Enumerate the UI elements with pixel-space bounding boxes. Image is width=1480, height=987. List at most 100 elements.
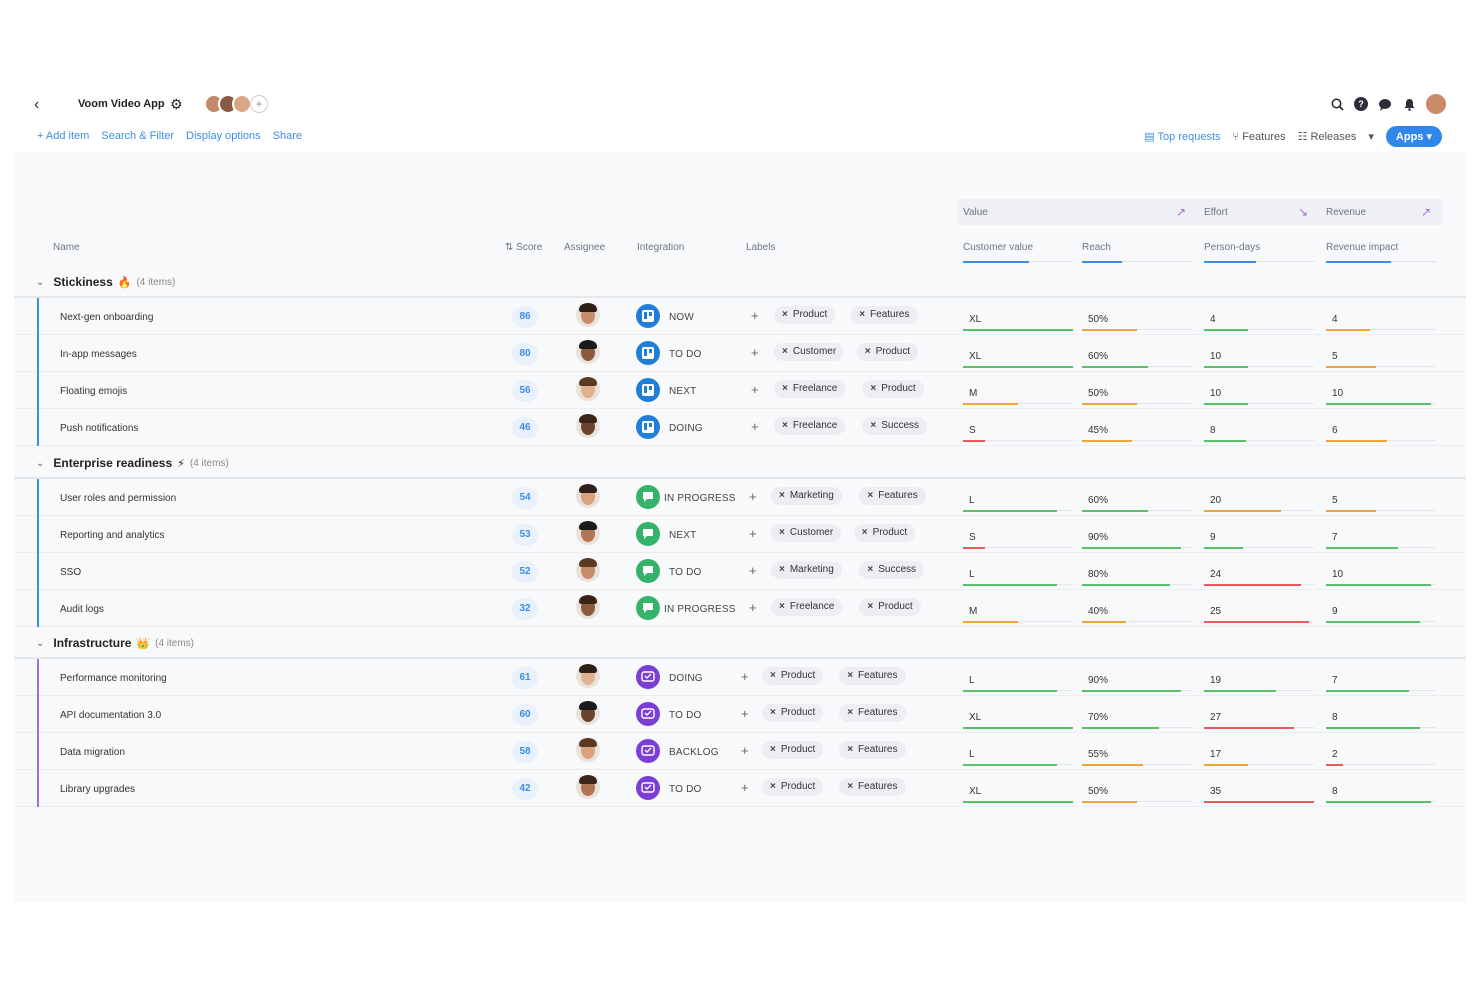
integration-status[interactable]: NOW xyxy=(669,312,695,323)
display-options-link[interactable]: Display options xyxy=(186,130,261,142)
cv-value[interactable]: M xyxy=(969,606,978,617)
tab-features[interactable]: ⑂ Features xyxy=(1233,131,1286,143)
remove-label-icon[interactable]: × xyxy=(847,670,854,681)
trello-integration-icon[interactable] xyxy=(636,415,660,439)
reach-value[interactable]: 55% xyxy=(1088,749,1109,760)
label-chip[interactable]: × Marketing xyxy=(771,487,842,505)
ri-value[interactable]: 8 xyxy=(1332,712,1338,723)
pd-value[interactable]: 8 xyxy=(1210,425,1216,436)
purple-integration-icon[interactable] xyxy=(636,776,660,800)
item-name[interactable]: Library upgrades xyxy=(60,784,136,795)
remove-label-icon[interactable]: × xyxy=(870,383,877,394)
reach-value[interactable]: 50% xyxy=(1088,388,1109,399)
pd-value[interactable]: 20 xyxy=(1210,495,1222,506)
score-column-header[interactable]: ⇅ Score xyxy=(505,242,542,253)
integration-status[interactable]: TO DO xyxy=(669,567,702,578)
integration-column-header[interactable]: Integration xyxy=(637,242,685,253)
pd-value[interactable]: 27 xyxy=(1210,712,1222,723)
cv-value[interactable]: L xyxy=(969,495,975,506)
ri-value[interactable]: 7 xyxy=(1332,675,1338,686)
cv-value[interactable]: L xyxy=(969,749,975,760)
table-row[interactable]: Next-gen onboarding 86 NOW + × Product × Featur… xyxy=(14,298,1466,335)
group-header[interactable]: ⌄ Enterprise readiness ⚡ (4 items) xyxy=(36,456,229,470)
assignee-avatar[interactable] xyxy=(576,738,600,762)
item-name[interactable]: Reporting and analytics xyxy=(60,530,165,541)
integration-status[interactable]: DOING xyxy=(669,423,703,434)
pd-value[interactable]: 17 xyxy=(1210,749,1222,760)
cv-value[interactable]: M xyxy=(969,388,978,399)
label-chip[interactable]: × Freelance xyxy=(774,417,846,435)
cv-value[interactable]: XL xyxy=(969,351,982,362)
gear-icon[interactable]: ⚙ xyxy=(170,96,183,112)
table-row[interactable]: In-app messages 80 TO DO + × Customer × Product… xyxy=(14,335,1466,372)
remove-label-icon[interactable]: × xyxy=(867,564,874,575)
cv-value[interactable]: L xyxy=(969,569,975,580)
assignee-avatar[interactable] xyxy=(576,303,600,327)
label-chip[interactable]: × Features xyxy=(839,741,906,759)
table-row[interactable]: Audit logs 32 IN PROGRESS + × Freelance × Produ… xyxy=(14,590,1466,627)
label-chip[interactable]: × Success xyxy=(859,561,925,579)
assignee-avatar[interactable] xyxy=(576,701,600,725)
chat-integration-icon[interactable] xyxy=(636,522,660,546)
item-name[interactable]: User roles and permission xyxy=(60,493,177,504)
table-row[interactable]: API documentation 3.0 60 TO DO + × Product × Fe… xyxy=(14,696,1466,733)
labels-column-header[interactable]: Labels xyxy=(746,242,776,253)
assignee-avatar[interactable] xyxy=(576,414,600,438)
label-chip[interactable]: × Features xyxy=(851,306,918,324)
revenue-impact-column-header[interactable]: Revenue impact xyxy=(1326,242,1399,253)
label-chip[interactable]: × Features xyxy=(859,487,926,505)
item-name[interactable]: Performance monitoring xyxy=(60,673,167,684)
cv-value[interactable]: XL xyxy=(969,712,982,723)
remove-label-icon[interactable]: × xyxy=(847,744,854,755)
pd-value[interactable]: 35 xyxy=(1210,786,1222,797)
chat-integration-icon[interactable] xyxy=(636,559,660,583)
member-avatars[interactable]: + xyxy=(204,94,268,114)
table-row[interactable]: SSO 52 TO DO + × Marketing × Success L 80% 24 10 xyxy=(14,553,1466,590)
group-header[interactable]: ⌄ Infrastructure 👑 (4 items) xyxy=(36,636,194,650)
table-row[interactable]: Floating emojis 56 NEXT + × Freelance × Product… xyxy=(14,372,1466,409)
add-label-icon[interactable]: + xyxy=(751,345,759,360)
assignee-avatar[interactable] xyxy=(576,521,600,545)
label-chip[interactable]: × Product xyxy=(859,598,921,616)
add-label-icon[interactable]: + xyxy=(741,743,749,758)
integration-status[interactable]: NEXT xyxy=(669,530,697,541)
table-row[interactable]: Push notifications 46 DOING + × Freelance × Suc… xyxy=(14,409,1466,446)
ri-value[interactable]: 10 xyxy=(1332,388,1344,399)
search-icon[interactable] xyxy=(1330,97,1344,111)
pd-value[interactable]: 9 xyxy=(1210,532,1216,543)
person-days-column-header[interactable]: Person-days xyxy=(1204,242,1261,253)
label-chip[interactable]: × Product xyxy=(774,306,836,324)
trello-integration-icon[interactable] xyxy=(636,378,660,402)
add-label-icon[interactable]: + xyxy=(749,489,757,504)
reach-value[interactable]: 80% xyxy=(1088,569,1109,580)
table-row[interactable]: Reporting and analytics 53 NEXT + × Customer ×… xyxy=(14,516,1466,553)
pd-value[interactable]: 19 xyxy=(1210,675,1222,686)
remove-label-icon[interactable]: × xyxy=(770,707,776,718)
ri-value[interactable]: 8 xyxy=(1332,786,1338,797)
integration-status[interactable]: DOING xyxy=(669,673,703,684)
reach-value[interactable]: 50% xyxy=(1088,314,1109,325)
help-icon[interactable]: ? xyxy=(1354,97,1368,111)
trello-integration-icon[interactable] xyxy=(636,341,660,365)
remove-label-icon[interactable]: × xyxy=(782,346,788,357)
chat-integration-icon[interactable] xyxy=(636,596,660,620)
remove-label-icon[interactable]: × xyxy=(782,420,788,431)
add-label-icon[interactable]: + xyxy=(749,526,757,541)
cv-value[interactable]: L xyxy=(969,675,975,686)
item-name[interactable]: In-app messages xyxy=(60,349,137,360)
label-chip[interactable]: × Product xyxy=(856,343,919,361)
add-label-icon[interactable]: + xyxy=(741,669,749,684)
label-chip[interactable]: × Product xyxy=(762,667,824,685)
chevron-down-icon[interactable]: ⌄ xyxy=(36,637,45,649)
ri-value[interactable]: 5 xyxy=(1332,495,1338,506)
label-chip[interactable]: × Customer xyxy=(771,524,842,542)
ri-value[interactable]: 6 xyxy=(1332,425,1338,436)
add-label-icon[interactable]: + xyxy=(741,706,749,721)
table-row[interactable]: User roles and permission 54 IN PROGRESS + ×… xyxy=(14,479,1466,516)
remove-label-icon[interactable]: × xyxy=(847,781,854,792)
reach-value[interactable]: 40% xyxy=(1088,606,1109,617)
label-chip[interactable]: × Product xyxy=(762,741,824,759)
remove-label-icon[interactable]: × xyxy=(782,383,788,394)
reach-value[interactable]: 90% xyxy=(1088,532,1109,543)
remove-label-icon[interactable]: × xyxy=(864,346,871,357)
